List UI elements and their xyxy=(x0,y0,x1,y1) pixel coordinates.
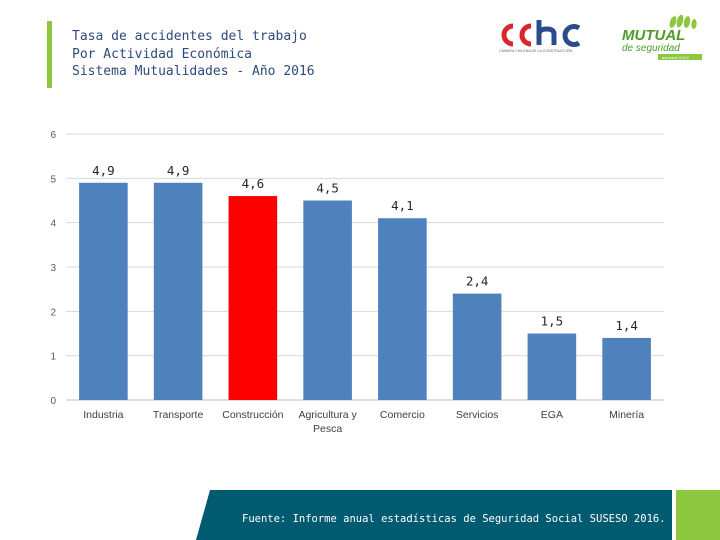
y-tick-label: 0 xyxy=(50,396,56,407)
page-title: Tasa de accidentes del trabajo Por Activ… xyxy=(72,28,315,81)
x-tick-label: Construcción xyxy=(222,409,283,421)
data-label: 4,6 xyxy=(242,176,265,191)
y-tick-label: 2 xyxy=(50,307,56,318)
bar xyxy=(527,333,577,400)
footer-source-text: Fuente: Informe anual estadísticas de Se… xyxy=(242,513,666,525)
data-label: 1,5 xyxy=(541,314,564,329)
x-tick-label: Comercio xyxy=(380,409,425,421)
bar xyxy=(303,200,352,400)
y-tick-label: 1 xyxy=(50,352,56,363)
x-tick-label: EGA xyxy=(541,409,563,421)
bar xyxy=(79,182,128,400)
mutual-subtitle: de seguridad xyxy=(622,43,680,54)
data-label: 4,9 xyxy=(167,163,190,178)
data-label: 4,5 xyxy=(316,181,339,196)
y-tick-label: 5 xyxy=(50,174,56,185)
footer-banner xyxy=(196,490,720,540)
mutual-tagline: asesoría CChC xyxy=(662,55,689,60)
bar xyxy=(153,182,203,400)
bar xyxy=(378,218,427,400)
x-tick-label: Transporte xyxy=(153,409,204,421)
bar xyxy=(602,337,651,400)
cchc-logo: CÁMARA CHILENA DE LA CONSTRUCCIÓN xyxy=(499,20,581,53)
x-tick-label: Agricultura y Pesca xyxy=(298,409,357,435)
x-tick-label: Minería xyxy=(609,409,644,421)
x-tick-label: Servicios xyxy=(456,409,499,421)
data-label: 1,4 xyxy=(615,318,638,333)
data-label: 2,4 xyxy=(466,274,489,289)
mutual-wordmark: MUTUAL xyxy=(622,27,685,44)
data-label: 4,1 xyxy=(391,198,414,213)
y-tick-label: 3 xyxy=(50,263,56,274)
title-line-2: Por Actividad Económica xyxy=(72,46,253,62)
accent-bar xyxy=(47,21,52,88)
y-tick-label: 4 xyxy=(50,219,56,230)
data-label: 4,9 xyxy=(92,163,115,178)
bar-chart: 0 1 2 3 4 5 6 4,9 Industria 4,9 Transporte 4,6 Const… xyxy=(50,130,664,435)
x-tick-label: Industria xyxy=(83,409,123,421)
y-tick-label: 6 xyxy=(50,130,56,141)
bar xyxy=(452,293,502,400)
bar xyxy=(228,196,278,400)
cchc-tagline: CÁMARA CHILENA DE LA CONSTRUCCIÓN xyxy=(499,48,572,53)
mutual-logo: MUTUAL de seguridad asesoría CChC xyxy=(622,14,702,60)
title-line-1: Tasa de accidentes del trabajo xyxy=(72,29,307,44)
title-line-3: Sistema Mutualidades - Año 2016 xyxy=(72,64,315,79)
